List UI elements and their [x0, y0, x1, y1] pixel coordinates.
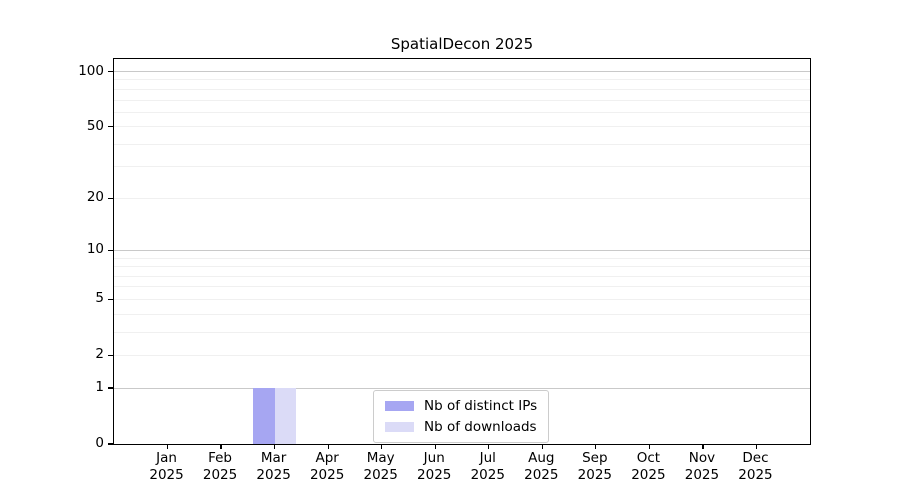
- axis-ticks-layer: [108, 59, 810, 449]
- legend-swatch-nb-of-downloads: [385, 422, 414, 432]
- gridline-minor: [114, 354, 810, 356]
- chart-title: SpatialDecon 2025: [390, 35, 534, 53]
- y-tick-label: 100: [78, 62, 104, 79]
- gridline-major: [114, 71, 810, 73]
- gridline-minor: [114, 266, 810, 268]
- x-tick-label-nov: Nov 2025: [684, 450, 720, 483]
- y-tick-mark: [108, 197, 113, 199]
- y-tick-mark: [108, 70, 113, 73]
- gridline-minor: [114, 111, 810, 113]
- x-tick-label-oct: Oct 2025: [631, 450, 666, 483]
- legend-row: Nb of distinct IPs: [385, 398, 537, 414]
- x-tick-mark: [541, 444, 543, 449]
- legend-label-nb-of-downloads: Nb of downloads: [424, 419, 537, 435]
- x-tick-mark: [327, 444, 329, 449]
- y-tick-label: 5: [95, 290, 104, 307]
- gridline-minor: [114, 298, 810, 300]
- y-tick-label: 0: [95, 435, 104, 451]
- x-tick-label-apr: Apr 2025: [309, 450, 345, 483]
- x-tick-mark: [220, 444, 222, 449]
- x-tick-label-feb: Feb 2025: [202, 450, 238, 483]
- x-tick-label-may: May 2025: [363, 450, 398, 483]
- x-tick-mark: [755, 444, 758, 449]
- gridlines-layer: [114, 59, 810, 444]
- gridline-minor: [114, 166, 810, 168]
- y-tick-mark: [108, 126, 113, 128]
- gridline-minor: [114, 197, 810, 199]
- gridline-minor: [114, 286, 810, 288]
- x-tick-label-jul: Jul 2025: [470, 450, 505, 483]
- y-tick-mark: [108, 443, 113, 445]
- gridline-minor: [114, 275, 810, 277]
- x-tick-label-jun: Jun 2025: [417, 450, 452, 483]
- legend-swatch-nb-of-distinct-ips: [385, 401, 414, 411]
- x-tick-mark: [648, 444, 651, 449]
- gridline-minor: [114, 331, 810, 333]
- x-tick-label-sep: Sep 2025: [577, 450, 613, 483]
- legend: Nb of distinct IPs Nb of downloads: [373, 390, 550, 443]
- gridline-minor: [114, 88, 810, 90]
- x-tick-label-dec: Dec 2025: [738, 450, 773, 483]
- y-tick-mark: [108, 249, 113, 252]
- y-tick-label: 20: [86, 189, 104, 206]
- bars-layer: [114, 59, 810, 444]
- bar-nb-of-downloads-mar-2025: [274, 388, 297, 444]
- legend-label-nb-of-distinct-ips: Nb of distinct IPs: [424, 398, 538, 414]
- gridline-minor: [114, 99, 810, 101]
- x-tick-label-jan: Jan 2025: [149, 450, 184, 483]
- x-tick-mark: [595, 444, 597, 449]
- y-tick-label: 1: [95, 379, 104, 396]
- x-tick-mark: [702, 444, 704, 449]
- x-tick-mark: [273, 444, 276, 449]
- gridline-major: [114, 387, 810, 389]
- gridline-minor: [114, 143, 810, 145]
- y-tick-mark: [108, 298, 113, 301]
- x-tick-label-aug: Aug 2025: [524, 450, 559, 483]
- legend-row: Nb of downloads: [385, 419, 537, 435]
- y-tick-label: 2: [95, 346, 104, 363]
- gridline-minor: [114, 79, 810, 81]
- gridline-major: [114, 250, 810, 251]
- gridline-minor: [114, 313, 810, 315]
- gridline-minor: [114, 257, 810, 259]
- y-tick-label: 10: [86, 241, 104, 258]
- x-tick-mark: [166, 444, 169, 449]
- y-tick-mark: [108, 354, 113, 356]
- y-tick-label: 50: [86, 117, 104, 134]
- y-tick-mark: [108, 387, 113, 389]
- x-tick-label-mar: Mar 2025: [256, 450, 291, 483]
- gridline-minor: [114, 126, 810, 128]
- bar-nb-of-distinct-ips-mar-2025: [253, 388, 275, 444]
- x-tick-mark: [381, 444, 383, 449]
- plot-area: [108, 58, 811, 449]
- x-tick-mark: [434, 444, 436, 449]
- x-tick-mark: [488, 444, 490, 449]
